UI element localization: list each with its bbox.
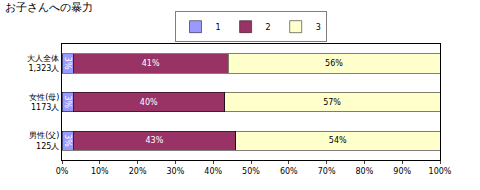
svg-text:3: 3 — [316, 23, 321, 32]
svg-text:10%: 10% — [91, 167, 109, 176]
svg-text:大人全体1,323人: 大人全体1,323人 — [27, 54, 59, 73]
svg-text:70%: 70% — [318, 167, 336, 176]
svg-text:56%: 56% — [325, 59, 343, 68]
svg-text:40%: 40% — [140, 98, 158, 107]
svg-text:41%: 41% — [142, 59, 160, 68]
svg-text:43%: 43% — [146, 136, 164, 145]
svg-text:50%: 50% — [242, 167, 260, 176]
svg-text:女性(母)1173人: 女性(母)1173人 — [29, 93, 59, 112]
svg-text:57%: 57% — [323, 98, 341, 107]
svg-text:0%: 0% — [56, 167, 69, 176]
svg-text:20%: 20% — [129, 167, 147, 176]
svg-text:1: 1 — [216, 23, 221, 32]
svg-text:2: 2 — [266, 23, 271, 32]
svg-text:30%: 30% — [167, 167, 185, 176]
svg-text:100%: 100% — [429, 167, 452, 176]
svg-text:54%: 54% — [329, 136, 347, 145]
svg-text:3%: 3% — [63, 57, 72, 70]
svg-text:90%: 90% — [393, 167, 411, 176]
svg-text:3%: 3% — [63, 95, 72, 108]
svg-text:男性(父)125人: 男性(父)125人 — [29, 131, 59, 150]
svg-text:お子さんへの暴力: お子さんへの暴力 — [5, 1, 93, 14]
svg-text:60%: 60% — [280, 167, 298, 176]
svg-text:40%: 40% — [204, 167, 222, 176]
svg-text:3%: 3% — [63, 134, 72, 147]
svg-text:80%: 80% — [356, 167, 374, 176]
